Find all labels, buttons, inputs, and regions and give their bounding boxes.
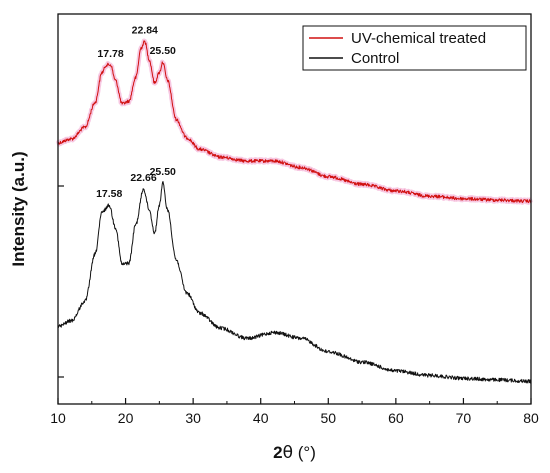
peak-label: 17.78 [97, 48, 123, 60]
peak-label: 22.66 [130, 172, 156, 184]
x-tick-label: 60 [388, 410, 404, 426]
plot-frame [57, 13, 532, 405]
peak-label: 25.50 [150, 166, 176, 178]
x-tick-label: 30 [185, 410, 201, 426]
x-axis-title-unit: (°) [293, 443, 316, 462]
legend-label-control: Control [351, 50, 399, 67]
x-tick-label: 10 [50, 410, 66, 426]
legend-box [302, 25, 527, 71]
y-axis-title: Intensity (a.u.) [9, 151, 28, 266]
x-axis-title-prefix: 2 [273, 443, 282, 462]
x-tick-label: 80 [523, 410, 539, 426]
x-axis-title-symbol: θ [283, 443, 293, 463]
axes: 10 20 30 40 50 60 70 80 [50, 185, 539, 426]
peak-label: 25.50 [150, 45, 176, 57]
x-axis-title: 2θ (°) [273, 443, 316, 463]
peak-label: 22.84 [132, 24, 158, 36]
series-line-uv-chemical-treated [57, 40, 532, 204]
series-line-control [57, 181, 532, 384]
x-tick-label: 70 [456, 410, 472, 426]
peak-label: 17.58 [96, 188, 122, 200]
legend: UV-chemical treated Control [302, 25, 527, 71]
x-tick-label: 50 [320, 410, 336, 426]
legend-label-uv-chemical-treated: UV-chemical treated [351, 30, 486, 47]
x-tick-label: 40 [253, 410, 269, 426]
x-tick-label: 20 [118, 410, 134, 426]
